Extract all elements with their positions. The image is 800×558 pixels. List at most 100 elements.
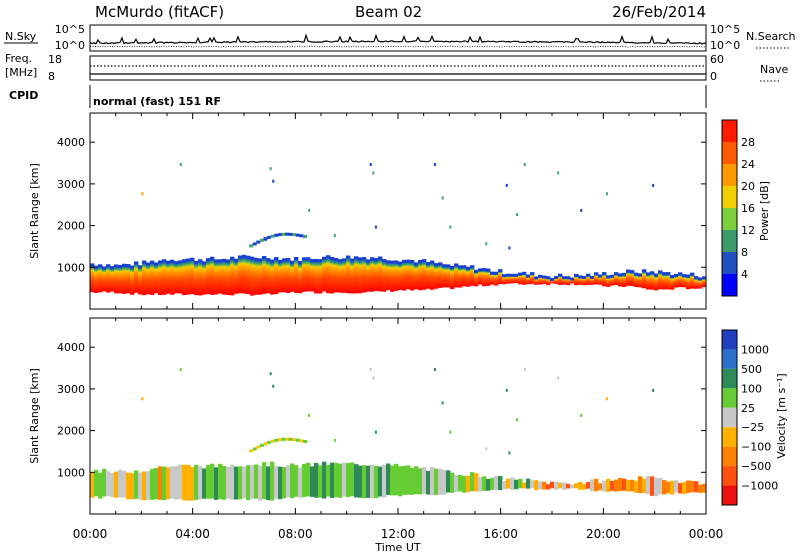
power-echo-stripe xyxy=(434,265,439,289)
power-echo-edge xyxy=(542,275,547,279)
power-echo-edge xyxy=(638,273,643,277)
power-echo-stripe xyxy=(422,261,427,290)
power-echo-edge xyxy=(654,273,659,277)
power-echo-stripe xyxy=(262,258,267,294)
power-echo-stripe xyxy=(350,260,355,294)
arc-echo xyxy=(263,442,268,446)
velocity-echo-stripe xyxy=(214,467,219,500)
power-echo-stripe xyxy=(398,263,403,290)
velocity-echo-stripe xyxy=(534,480,539,491)
power-echo-stripe xyxy=(326,257,331,294)
scatter-echo xyxy=(374,430,377,434)
power-echo-edge xyxy=(406,259,411,263)
power-echo-edge xyxy=(450,265,455,269)
power-echo-edge xyxy=(518,272,523,276)
power-echo-stripe xyxy=(306,259,311,292)
power-echo-stripe xyxy=(90,265,95,293)
power-echo-stripe xyxy=(142,262,147,296)
power-echo-edge xyxy=(386,260,391,264)
velocity-echo-stripe xyxy=(386,463,391,495)
scatter-echo xyxy=(374,225,377,229)
power-echo-stripe xyxy=(98,266,103,293)
power-echo-edge xyxy=(498,269,503,273)
velocity-echo-stripe xyxy=(150,468,155,500)
power-echo-stripe xyxy=(366,261,371,292)
velocity-colorbar-tick: 100 xyxy=(741,382,762,395)
arc-echo xyxy=(259,443,264,447)
power-echo-stripe xyxy=(402,261,407,291)
velocity-echo-stripe xyxy=(458,474,463,492)
velocity-echo-stripe xyxy=(594,478,599,492)
velocity-colorbar-tick: 25 xyxy=(741,402,755,415)
velocity-echo-stripe xyxy=(222,466,227,500)
velocity-echo-stripe xyxy=(134,470,139,499)
power-echo-stripe xyxy=(670,277,675,290)
power-echo-edge xyxy=(698,277,703,281)
power-echo-edge xyxy=(462,265,467,269)
velocity-echo-stripe xyxy=(254,464,259,499)
power-echo-edge xyxy=(382,259,387,263)
power-echo-stripe xyxy=(218,261,223,294)
power-echo-edge xyxy=(630,270,635,274)
arc-echo xyxy=(277,438,282,442)
power-echo-stripe xyxy=(470,267,475,286)
power-echo-edge xyxy=(574,273,579,277)
y-tick-label: 1000 xyxy=(57,466,85,479)
power-echo-stripe xyxy=(346,257,351,294)
power-echo-edge xyxy=(294,257,299,261)
arc-echo xyxy=(285,437,290,441)
power-echo-edge xyxy=(510,273,515,277)
velocity-echo-stripe xyxy=(502,480,507,490)
power-echo-stripe xyxy=(566,278,571,286)
power-echo-edge xyxy=(394,260,399,264)
power-echo-stripe xyxy=(318,261,323,294)
power-echo-edge xyxy=(378,256,383,260)
velocity-echo-stripe xyxy=(546,484,551,490)
noise-right-tick-top: 10^5 xyxy=(710,23,740,36)
velocity-echo-stripe xyxy=(206,465,211,499)
velocity-echo-stripe xyxy=(118,469,123,498)
power-echo-edge xyxy=(586,273,591,277)
velocity-echo-stripe xyxy=(382,464,387,498)
scatter-echo xyxy=(523,163,526,167)
velocity-echo-stripe xyxy=(158,466,163,500)
power-colorbar-tick: 16 xyxy=(741,202,755,215)
power-echo-stripe xyxy=(166,262,171,294)
power-echo-stripe xyxy=(638,275,643,288)
velocity-echo-stripe xyxy=(538,481,543,490)
power-echo-edge xyxy=(98,264,103,268)
power-echo-stripe xyxy=(138,267,143,295)
power-colorbar-swatch xyxy=(722,164,737,186)
power-echo-stripe xyxy=(586,275,591,285)
velocity-echo-stripe xyxy=(566,483,571,489)
velocity-colorbar-swatch xyxy=(722,388,737,408)
velocity-echo-stripe xyxy=(90,472,95,498)
scatter-echo xyxy=(508,246,511,250)
velocity-echo-stripe xyxy=(182,464,187,501)
velocity-echo-stripe xyxy=(434,468,439,495)
scatter-echo xyxy=(605,397,608,401)
velocity-echo-stripe xyxy=(574,483,579,489)
velocity-echo-stripe xyxy=(274,465,279,499)
power-echo-stripe xyxy=(474,271,479,287)
power-echo-edge xyxy=(282,258,287,262)
power-echo-edge xyxy=(326,255,331,259)
power-echo-edge xyxy=(350,258,355,262)
scatter-echo xyxy=(372,171,375,175)
velocity-colorbar-label: Velocity [m s⁻¹] xyxy=(775,373,788,458)
velocity-echo-stripe xyxy=(346,463,351,498)
power-echo-stripe xyxy=(106,266,111,293)
velocity-echo-stripe xyxy=(114,471,119,498)
power-echo-edge xyxy=(534,276,539,280)
power-echo-stripe xyxy=(198,261,203,296)
power-echo-edge xyxy=(522,271,527,275)
power-echo-edge xyxy=(166,260,171,264)
power-echo-stripe xyxy=(146,264,151,295)
velocity-x-ticks xyxy=(89,318,707,514)
velocity-echo-stripe xyxy=(446,470,451,493)
velocity-colorbar-tick: 500 xyxy=(741,363,762,376)
power-echo-stripe xyxy=(490,273,495,285)
power-colorbar-swatch xyxy=(722,186,737,208)
power-colorbar-label: Power [dB] xyxy=(758,181,771,241)
velocity-echo-stripe xyxy=(686,480,691,494)
